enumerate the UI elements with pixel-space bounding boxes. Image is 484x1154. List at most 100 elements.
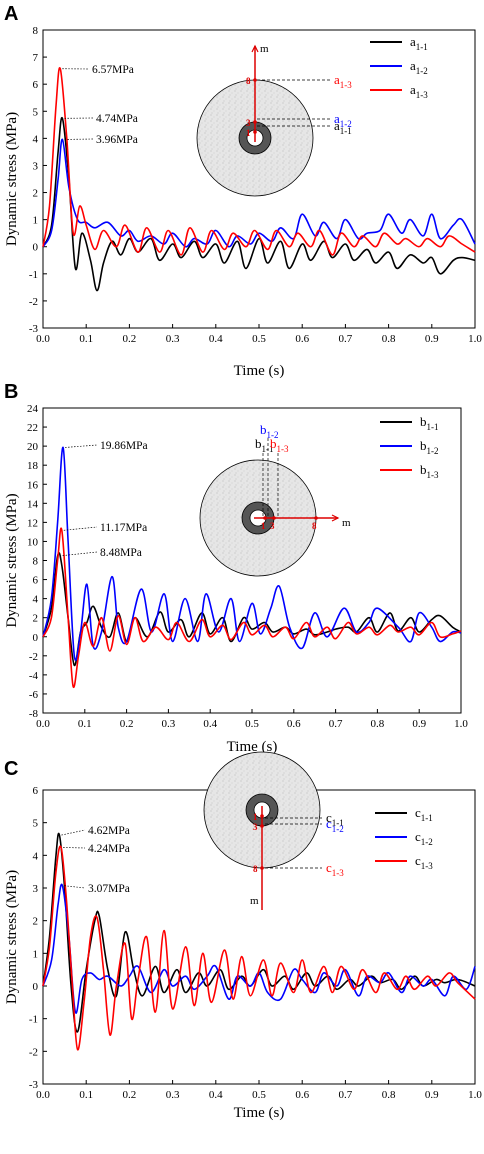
diagram-point-label-sub: 1-1 xyxy=(340,126,352,136)
y-tick-label: 1 xyxy=(33,948,39,960)
y-tick-label: -2 xyxy=(29,651,38,663)
x-tick-label: 0.6 xyxy=(287,718,301,730)
panel-letter: A xyxy=(4,3,18,25)
axis-m-label: m xyxy=(250,895,259,907)
y-tick-label: -4 xyxy=(29,670,39,682)
legend-entry: c1-2 xyxy=(415,829,433,847)
diagram-point-label-sub: 1-3 xyxy=(332,868,344,878)
diagram-point-label-base: c xyxy=(326,816,332,831)
legend-entry-sub: 1-3 xyxy=(416,90,428,100)
diagram-point-label: a1-2 xyxy=(334,111,352,129)
y-tick-label: 8 xyxy=(33,25,39,37)
diagram-point-label-sub: 1-1 xyxy=(262,444,274,454)
measure-point xyxy=(260,824,264,828)
x-axis-label: Time (s) xyxy=(234,1105,285,1121)
y-tick-label: -2 xyxy=(29,296,38,308)
x-axis-label: Time (s) xyxy=(227,739,278,755)
x-tick-label: 0.3 xyxy=(166,1089,180,1101)
measure-point xyxy=(253,130,257,134)
legend-entry-base: b xyxy=(420,462,427,477)
peak-annotation: 8.48MPa xyxy=(100,547,142,559)
annotation-leader xyxy=(64,885,86,889)
measure-point-number: 1 xyxy=(253,812,258,822)
diagram-point-label-sub: 1-2 xyxy=(267,430,279,440)
series-line-c1-3 xyxy=(42,845,476,1051)
x-tick-label: 0.9 xyxy=(412,718,426,730)
legend-entry: a1-3 xyxy=(410,82,428,100)
diagram-point-label-sub: 1-2 xyxy=(340,119,352,129)
peak-annotation: 4.62MPa xyxy=(88,825,130,837)
diagram-point-label: a1-1 xyxy=(334,118,352,136)
legend-entry-sub: 1-2 xyxy=(416,66,428,76)
y-tick-label: -1 xyxy=(29,269,38,281)
x-tick-label: 0.4 xyxy=(209,1089,223,1101)
x-tick-label: 1.0 xyxy=(454,718,468,730)
x-tick-label: 0.4 xyxy=(203,718,217,730)
diagram-point-label: c1-3 xyxy=(326,860,344,878)
y-tick-label: 0 xyxy=(33,981,39,993)
legend-entry-base: c xyxy=(415,829,421,844)
legend-entry: c1-3 xyxy=(415,853,433,871)
panel-letter: B xyxy=(4,381,18,403)
legend-entry-sub: 1-1 xyxy=(421,813,433,823)
legend-entry-sub: 1-1 xyxy=(416,42,428,52)
legend-entry: a1-2 xyxy=(410,58,428,76)
x-tick-label: 0.7 xyxy=(339,1089,353,1101)
series-line-b1-2 xyxy=(42,446,462,661)
legend-entry-base: a xyxy=(410,58,416,73)
measure-point xyxy=(253,78,257,82)
y-axis-label: Dynamic stress (MPa) xyxy=(4,870,20,1004)
y-tick-label: -2 xyxy=(29,1046,38,1058)
peak-annotation: 4.24MPa xyxy=(88,843,130,855)
measure-point xyxy=(260,866,264,870)
x-tick-label: 0.5 xyxy=(245,718,259,730)
axis-m-label: m xyxy=(342,517,351,529)
y-tick-label: 3 xyxy=(33,160,39,172)
y-tick-label: 5 xyxy=(33,106,39,118)
diagram-point-label-base: b xyxy=(270,436,277,451)
y-tick-label: 0 xyxy=(33,242,39,254)
measure-point xyxy=(263,516,267,520)
peak-annotation: 11.17MPa xyxy=(100,522,147,534)
x-tick-label: 0.0 xyxy=(36,333,50,345)
series-line-a1-2 xyxy=(42,138,476,248)
series-line-a1-3 xyxy=(42,67,476,256)
x-tick-label: 0.8 xyxy=(382,333,396,345)
x-tick-label: 0.7 xyxy=(329,718,343,730)
annotation-leader xyxy=(61,829,86,836)
y-tick-label: 2 xyxy=(33,916,39,928)
diagram-point-label-base: b xyxy=(260,422,267,437)
y-tick-label: -1 xyxy=(29,1014,38,1026)
y-tick-label: 6 xyxy=(33,785,39,797)
measure-point-number: 8 xyxy=(246,76,251,86)
y-tick-label: 8 xyxy=(33,556,39,568)
chart-panel-a: A 0.0 0.1 0.2 0.3 0.4 0.5 0.6 0.7 0.8 0.9 1.0 -3 -2 -1… xyxy=(4,3,482,379)
diagram-point-label: a1-3 xyxy=(334,72,352,90)
annotation-leader xyxy=(59,551,98,557)
measure-point xyxy=(260,814,264,818)
measure-point xyxy=(253,120,257,124)
x-tick-label: 0.5 xyxy=(252,1089,266,1101)
legend-entry-base: c xyxy=(415,853,421,868)
y-tick-label: 4 xyxy=(33,594,39,606)
x-tick-label: 0.2 xyxy=(123,1089,137,1101)
chart-panel-c: C 0.0 0.1 0.2 0.3 0.4 0.5 0.6 0.7 0.8 0.9 1.0 -3 -2 -1… xyxy=(4,751,482,1121)
annotation-leader xyxy=(65,444,98,448)
y-tick-label: -8 xyxy=(29,708,39,720)
diagram-point-label-sub: 1-3 xyxy=(340,80,352,90)
x-tick-label: 1.0 xyxy=(468,333,482,345)
x-tick-label: 0.8 xyxy=(382,1089,396,1101)
series-line-b1-3 xyxy=(42,527,462,689)
x-tick-label: 0.4 xyxy=(209,333,223,345)
measure-point-number: 3 xyxy=(270,521,275,531)
y-tick-label: 22 xyxy=(27,422,38,434)
legend-entry-base: a xyxy=(410,82,416,97)
measure-point-number: 1 xyxy=(261,521,266,531)
x-tick-label: 0.1 xyxy=(79,1089,93,1101)
diagram-point-label: b1-3 xyxy=(270,436,289,454)
y-tick-label: -6 xyxy=(29,689,39,701)
legend-entry-base: c xyxy=(415,805,421,820)
peak-annotation: 4.74MPa xyxy=(96,113,138,125)
legend-entry: b1-1 xyxy=(420,414,439,432)
